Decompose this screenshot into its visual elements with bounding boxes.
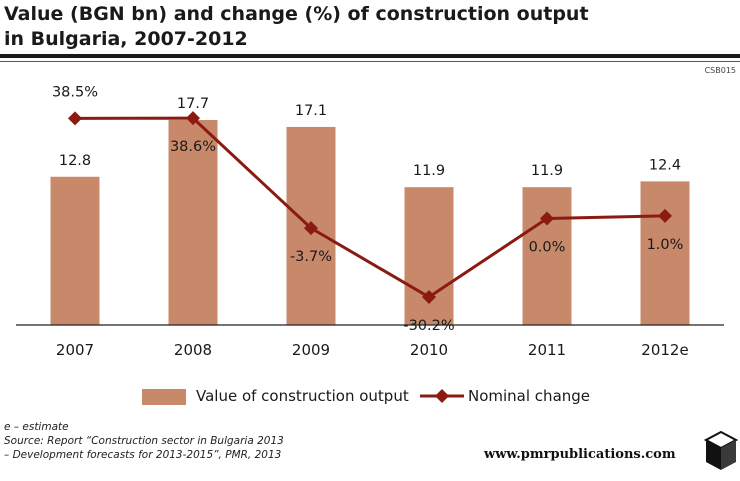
x-tick-label: 2007 (56, 341, 94, 359)
change-marker-2007 (68, 111, 82, 126)
x-tick-label: 2012e (641, 341, 688, 359)
note-estimate: e – estimate (4, 421, 69, 433)
bar-2010 (404, 187, 454, 325)
x-tick-label: 2010 (410, 341, 448, 359)
bars-layer (50, 120, 690, 325)
change-value-label: 38.5% (52, 84, 98, 100)
legend-line-label: Nominal change (468, 387, 591, 405)
legend-bar-label: Value of construction output (196, 387, 409, 405)
note-source: Source: Report “Construction sector in B… (4, 435, 284, 447)
bar-value-label: 11.9 (531, 163, 563, 179)
website-link[interactable]: www.pmrpublications.com (484, 447, 676, 462)
line-layer (68, 111, 672, 305)
bar-value-label: 17.1 (295, 103, 327, 119)
bar-value-label: 11.9 (413, 163, 445, 179)
chart-code: CSB015 (704, 66, 736, 75)
bar-value-label: 17.7 (177, 96, 209, 112)
note-source-cont: – Development forecasts for 2013-2015”, … (4, 449, 282, 461)
bar-2007 (50, 176, 100, 325)
x-tick-label: 2011 (528, 341, 566, 359)
change-value-label: 38.6% (170, 139, 216, 155)
title-rule (0, 54, 740, 58)
bar-2008 (168, 120, 218, 325)
title-rule-thin (0, 61, 740, 62)
change-marker-2010 (422, 290, 436, 305)
change-value-label: 0.0% (529, 240, 566, 256)
change-value-label: -30.2% (403, 318, 454, 334)
bar-2012e (640, 181, 690, 325)
change-marker-2011 (540, 211, 554, 226)
chart-plot: 12.8 2007 17.7 2008 17.1 2009 11.9 2010 11.9 2011… (16, 84, 724, 359)
change-marker-2008 (186, 111, 200, 126)
x-tick-label: 2009 (292, 341, 330, 359)
x-tick-label: 2008 (174, 341, 212, 359)
change-marker-2009 (304, 221, 318, 236)
pmr-cube-icon (704, 430, 738, 470)
chart-title: Value (BGN bn) and change (%) of constru… (4, 3, 589, 50)
bar-value-label: 12.4 (649, 157, 681, 173)
change-marker-2012e (658, 208, 672, 223)
nominal-change-line (74, 116, 666, 299)
bar-value-label: 12.8 (59, 153, 91, 169)
footnotes: e – estimate Source: Report “Constructio… (4, 420, 284, 462)
legend-line-icon (420, 389, 464, 403)
bar-2011 (522, 187, 572, 325)
labels-layer: 12.8 2007 17.7 2008 17.1 2009 11.9 2010 11.9 2011… (52, 84, 689, 359)
change-value-label: -3.7% (290, 249, 332, 265)
legend-bar-swatch (142, 389, 186, 405)
change-value-label: 1.0% (647, 237, 684, 253)
